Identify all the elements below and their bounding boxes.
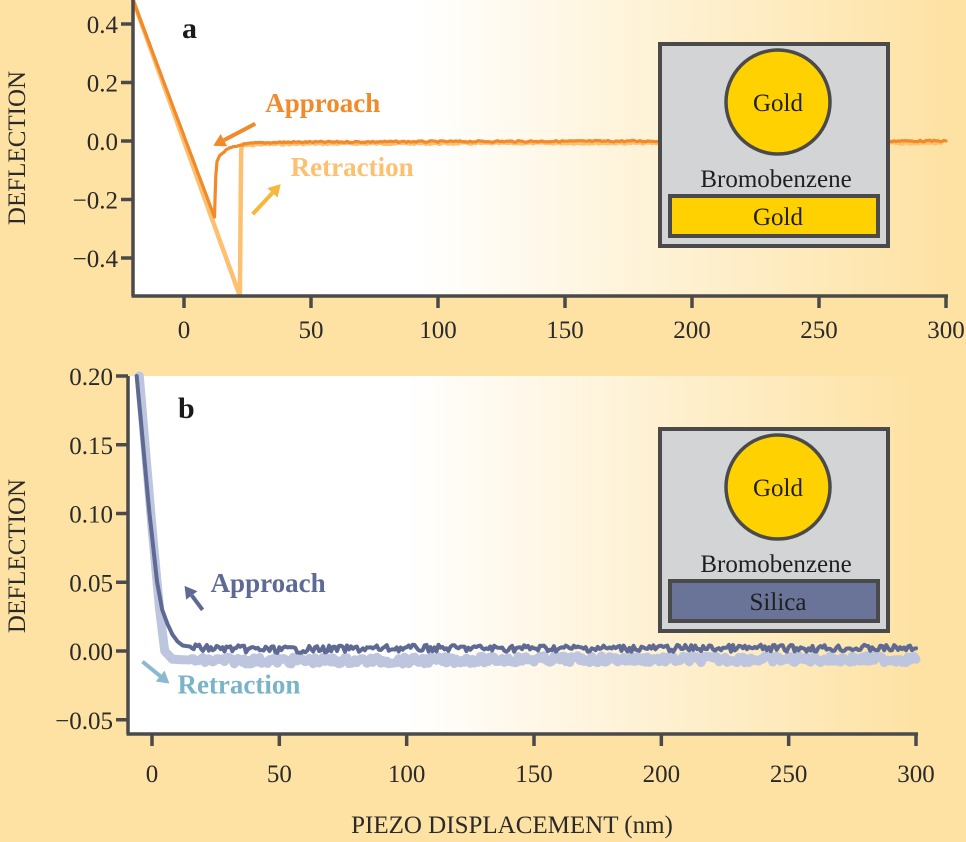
x-tick-label: 50 bbox=[299, 317, 324, 344]
panel-a: 0 50 100 150 200 250 300 0.4 0.2 0.0 −0.2 −0.4 DEFLE… bbox=[4, 0, 965, 344]
panel-b: 0 50 100 150 200 250 300 0.20 0.15 0.10 0.05 0.00 −0… bbox=[4, 364, 935, 788]
x-tick-label: 200 bbox=[673, 317, 711, 344]
panel-label: a bbox=[182, 12, 197, 45]
x-tick-label: 150 bbox=[546, 317, 584, 344]
substrate-block bbox=[668, 194, 880, 238]
annotation-approach: Approach bbox=[265, 88, 380, 118]
x-tick-label: 0 bbox=[146, 761, 159, 788]
y-tick-label: 0.15 bbox=[69, 433, 113, 460]
series-line-approach bbox=[134, 374, 918, 655]
arrow-head-icon bbox=[213, 133, 228, 147]
arrow-shaft bbox=[141, 660, 162, 678]
y-axis-label: DEFLECTION bbox=[4, 71, 31, 225]
x-tick-label: 100 bbox=[419, 317, 457, 344]
medium-label: Bromobenzene bbox=[700, 166, 851, 193]
y-tick-label: −0.4 bbox=[73, 246, 119, 273]
substrate-label: Gold bbox=[753, 204, 804, 231]
y-tick-label: 0.20 bbox=[69, 364, 113, 391]
series-line-retraction bbox=[134, 371, 921, 669]
y-tick-label: −0.05 bbox=[55, 708, 113, 735]
arrow-head-icon bbox=[155, 670, 170, 684]
x-tick-label: 0 bbox=[178, 317, 191, 344]
x-axis-label: PIEZO DISPLACEMENT (nm) bbox=[351, 812, 673, 839]
gold-sphere-icon bbox=[724, 48, 832, 156]
substrate-label: Silica bbox=[750, 589, 807, 616]
y-tick-label: 0.10 bbox=[69, 502, 113, 529]
y-tick-label: −0.2 bbox=[73, 188, 118, 215]
arrow-head-icon bbox=[184, 585, 198, 600]
inset-schematic: Gold Bromobenzene Silica bbox=[658, 427, 890, 633]
x-tick-label: 300 bbox=[897, 761, 935, 788]
annotation-retraction: Retraction bbox=[291, 152, 414, 182]
x-tick-label: 250 bbox=[770, 761, 808, 788]
arrow-shaft bbox=[251, 191, 274, 216]
x-tick-label: 50 bbox=[267, 761, 292, 788]
substrate-block bbox=[668, 579, 880, 623]
inset-schematic: Gold Bromobenzene Gold bbox=[658, 42, 890, 248]
x-tick-label: 150 bbox=[515, 761, 553, 788]
arrow-head-icon bbox=[267, 184, 281, 198]
arrow-shaft bbox=[190, 594, 205, 612]
y-tick-label: 0.00 bbox=[69, 639, 113, 666]
medium-label: Bromobenzene bbox=[700, 551, 851, 578]
x-tick-label: 250 bbox=[800, 317, 838, 344]
gold-sphere-icon bbox=[724, 433, 832, 541]
x-tick-label: 300 bbox=[927, 317, 965, 344]
y-tick-label: 0.05 bbox=[69, 570, 113, 597]
annotation-approach: Approach bbox=[211, 568, 326, 598]
arrow-shaft bbox=[222, 121, 257, 142]
y-axis-label: DEFLECTION bbox=[4, 479, 31, 633]
x-tick-label: 200 bbox=[643, 761, 681, 788]
x-tick-label: 100 bbox=[388, 761, 426, 788]
sphere-label: Gold bbox=[753, 90, 804, 117]
y-tick-label: 0.0 bbox=[87, 129, 118, 156]
annotation-retraction: Retraction bbox=[177, 670, 300, 700]
y-tick-label: 0.4 bbox=[87, 12, 119, 39]
panel-label: b bbox=[178, 392, 195, 425]
y-tick-label: 0.2 bbox=[87, 71, 118, 98]
sphere-label: Gold bbox=[753, 475, 804, 502]
